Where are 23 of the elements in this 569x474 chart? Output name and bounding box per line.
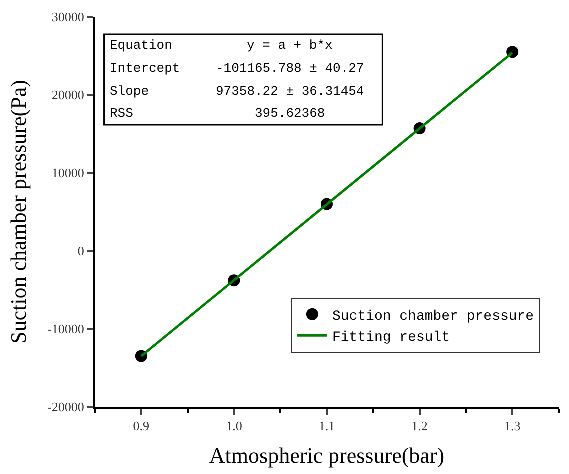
x-tick-label: 1.3 bbox=[504, 418, 521, 434]
y-tick-label: -10000 bbox=[48, 322, 84, 337]
legend-label: Fitting result bbox=[332, 330, 450, 346]
legend-label: Suction chamber pressure bbox=[332, 308, 534, 325]
y-tick-label: 20000 bbox=[52, 88, 84, 103]
y-axis-title: Suction chamber pressure(Pa) bbox=[6, 80, 31, 344]
annotation: RSS bbox=[110, 106, 134, 121]
x-tick-label: 1.1 bbox=[318, 418, 336, 434]
annotation: Slope bbox=[110, 84, 150, 99]
annotation: y = a + b*x bbox=[247, 38, 334, 53]
annotation: Equation bbox=[110, 38, 172, 53]
x-tick-label: 0.9 bbox=[133, 418, 150, 434]
x-tick-label: 1.2 bbox=[412, 418, 428, 434]
y-tick-label: 30000 bbox=[52, 10, 84, 25]
annotation: 395.62368 bbox=[255, 106, 326, 121]
annotation: Intercept bbox=[110, 61, 180, 76]
annotation: -101165.788 ± 40.27 bbox=[216, 61, 364, 76]
y-tick-label: 0 bbox=[78, 244, 84, 259]
x-axis-title: Atmospheric pressure(bar) bbox=[209, 443, 445, 468]
annotation: 97358.22 ± 36.31454 bbox=[216, 84, 364, 99]
y-tick-label: 10000 bbox=[52, 166, 84, 181]
y-tick-label: -20000 bbox=[48, 400, 84, 415]
x-tick-label: 1.0 bbox=[226, 418, 242, 434]
